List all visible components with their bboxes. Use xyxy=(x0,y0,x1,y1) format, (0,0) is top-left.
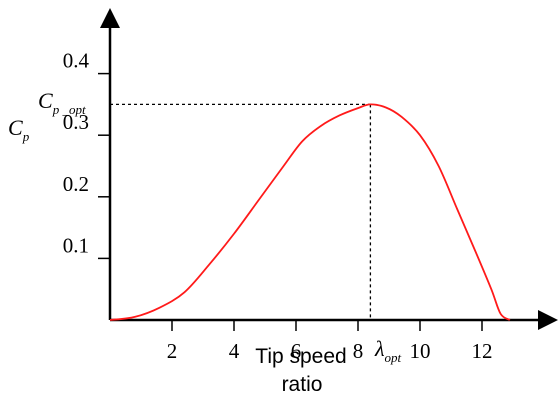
x-tick-label-12: 12 xyxy=(472,339,493,363)
optimum-guides xyxy=(110,104,370,320)
x-tick-label-8: 8 xyxy=(353,339,364,363)
opt-cp-label: Cp _opt xyxy=(38,88,86,117)
series-layer xyxy=(110,104,510,320)
y-axis-label-sub: p xyxy=(22,129,30,144)
x-axis-arrowhead xyxy=(538,310,558,330)
x-tick-label-2: 2 xyxy=(167,339,178,363)
y-axis-arrowhead xyxy=(100,8,120,28)
x-axis-label-line2: ratio xyxy=(282,373,323,396)
opt-cp-label-sub: p _opt xyxy=(52,102,86,117)
x-axis-label-line1: Tip speed xyxy=(255,345,346,368)
lambda-opt-label: λopt xyxy=(374,336,402,365)
y-tick-label-0.4: 0.4 xyxy=(63,49,90,73)
cp-series-line-0 xyxy=(110,104,510,320)
tick-layer: 2 4 6 8 10 120.10.20.30.4 xyxy=(63,49,493,363)
y-axis-label: Cp xyxy=(8,115,30,144)
x-tick-label-10: 10 xyxy=(410,339,431,363)
axes xyxy=(100,8,558,330)
y-tick-label-0.2: 0.2 xyxy=(63,172,89,196)
y-tick-label-0.1: 0.1 xyxy=(63,233,89,257)
lambda-opt-label-sub: opt xyxy=(385,350,402,365)
x-tick-label-4: 4 xyxy=(229,339,240,363)
